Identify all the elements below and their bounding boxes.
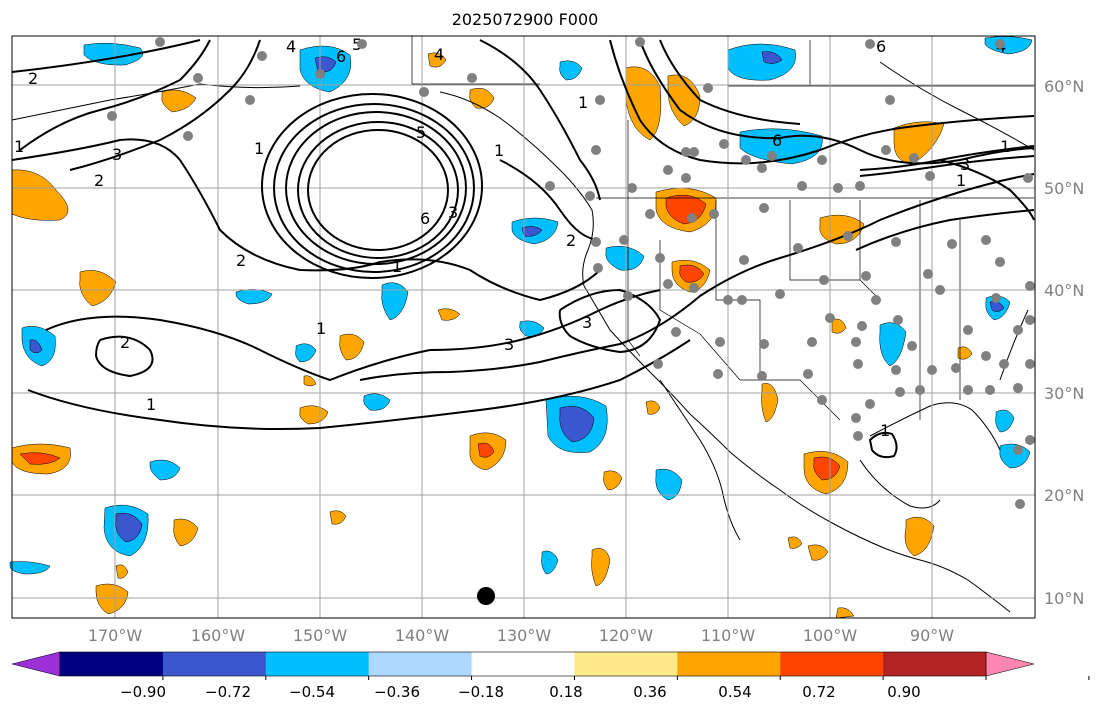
lon-label-170w: 170°W xyxy=(87,626,143,645)
contour-label: 1 xyxy=(392,257,402,276)
colorbar-cell xyxy=(883,652,987,676)
contour-label: 1 xyxy=(1000,137,1010,156)
contour-label: 1 xyxy=(880,421,890,440)
contour-label: 5 xyxy=(416,123,426,142)
colorbar-tick-label: −0.54 xyxy=(289,683,335,701)
lat-label-10n: 10°N xyxy=(1044,589,1085,608)
colorbar-tick-label: −0.36 xyxy=(374,683,420,701)
colorbar-cell xyxy=(574,652,678,676)
colorbar-cell xyxy=(162,652,267,676)
contour-label: 1 xyxy=(316,319,326,338)
lat-label-40n: 40°N xyxy=(1044,281,1085,300)
contour-label: 1 xyxy=(956,171,966,190)
colorbar-tick-label: −0.72 xyxy=(205,683,251,701)
colorbar-cell xyxy=(60,652,164,676)
contour-label: 1 xyxy=(14,137,24,156)
contour-label: 3 xyxy=(112,145,122,164)
contour-label: 3 xyxy=(448,203,458,222)
lon-label-130w: 130°W xyxy=(496,626,552,645)
station-markers xyxy=(107,37,1035,509)
lat-label-20n: 20°N xyxy=(1044,486,1085,505)
contour-label: 1 xyxy=(146,395,156,414)
lon-label-160w: 160°W xyxy=(190,626,246,645)
contour-label: 4 xyxy=(434,45,444,64)
lon-label-100w: 100°W xyxy=(802,626,858,645)
colorbar-cell xyxy=(471,652,575,676)
map-frame xyxy=(11,35,1036,619)
colorbar-cell xyxy=(677,652,781,676)
contour-lines xyxy=(11,39,1035,459)
lat-label-60n: 60°N xyxy=(1044,77,1085,96)
colorbar-tick-label: 0.72 xyxy=(802,683,836,701)
contour-label: 6 xyxy=(420,209,430,228)
lon-label-110w: 110°W xyxy=(700,626,756,645)
contour-label: 2 xyxy=(28,69,38,88)
contour-label: 3 xyxy=(504,335,514,354)
contour-label: 3 xyxy=(960,155,970,174)
colorbar-tick-label: 0.18 xyxy=(549,683,583,701)
contour-label: 1 xyxy=(494,141,504,160)
colorbar-tick-label: −0.18 xyxy=(458,683,504,701)
contour-label: 4 xyxy=(286,37,296,56)
positive-anomaly-shading xyxy=(11,52,973,619)
lon-label-150w: 150°W xyxy=(292,626,348,645)
colorbar-tick-label: 0.90 xyxy=(887,683,921,701)
contour-label: 6 xyxy=(876,37,886,56)
colorbar-cell xyxy=(368,652,473,676)
lat-label-50n: 50°N xyxy=(1044,179,1085,198)
contour-label: 1 xyxy=(578,93,588,112)
contour-label: 3 xyxy=(582,313,592,332)
map-title: 2025072900 F000 xyxy=(451,10,599,29)
colorbar-cell xyxy=(265,652,370,676)
colorbar-min-arrow xyxy=(11,651,61,677)
colorbar-cell xyxy=(780,652,884,676)
contour-label: 6 xyxy=(772,131,782,150)
lon-label-140w: 140°W xyxy=(394,626,450,645)
colorbar-tick-label: 0.54 xyxy=(718,683,752,701)
lat-label-30n: 30°N xyxy=(1044,384,1085,403)
colorbar-tick-label: 0.36 xyxy=(633,683,667,701)
colorbar xyxy=(11,651,1090,680)
marker-dot xyxy=(477,587,495,605)
coastlines xyxy=(11,61,1035,613)
contour-label: 1 xyxy=(254,139,264,158)
contour-label: 6 xyxy=(336,47,346,66)
colorbar-max-arrow xyxy=(985,651,1035,677)
lon-label-90w: 90°W xyxy=(909,626,955,645)
contour-label: 2 xyxy=(236,251,246,270)
colorbar-outline xyxy=(59,651,987,677)
colorbar-tick-label: −0.90 xyxy=(120,683,166,701)
contour-label: 2 xyxy=(94,171,104,190)
contour-label: 2 xyxy=(566,231,576,250)
lon-label-120w: 120°W xyxy=(598,626,654,645)
contour-label: 2 xyxy=(120,333,130,352)
